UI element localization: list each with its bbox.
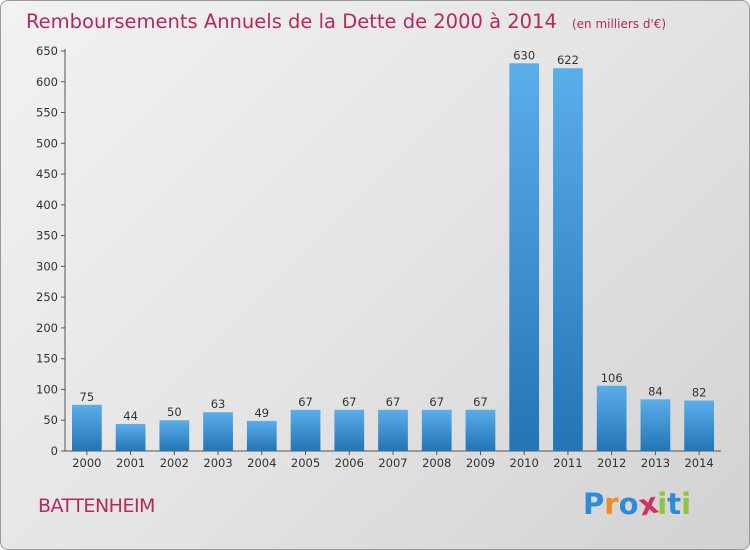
- bar: [640, 399, 671, 451]
- bar: [596, 385, 627, 451]
- bar-value-label: 67: [386, 395, 401, 409]
- y-tick-label: 50: [43, 413, 58, 427]
- bar-value-label: 49: [254, 406, 269, 420]
- x-tick-label: 2004: [247, 456, 276, 470]
- bar: [334, 409, 365, 451]
- bar-value-label: 67: [298, 395, 313, 409]
- x-tick-label: 2011: [553, 456, 582, 470]
- bar: [553, 68, 583, 451]
- bar-value-label: 630: [513, 48, 535, 62]
- x-tick-label: 2005: [291, 456, 320, 470]
- bar-value-label: 75: [80, 390, 95, 404]
- x-tick-label: 2002: [160, 456, 189, 470]
- y-tick-label: 200: [36, 321, 58, 335]
- x-tick-label: 2003: [203, 456, 232, 470]
- x-tick-label: 2007: [378, 456, 407, 470]
- y-tick-label: 400: [36, 198, 58, 212]
- bar: [290, 409, 321, 451]
- x-tick-label: 2014: [684, 456, 713, 470]
- bar-value-label: 67: [429, 395, 444, 409]
- bar-value-label: 67: [342, 395, 357, 409]
- bar-value-label: 63: [211, 397, 226, 411]
- bar-value-label: 622: [557, 53, 579, 67]
- bar-value-label: 106: [601, 371, 623, 385]
- logo-letter: i: [657, 487, 668, 521]
- x-tick-label: 2000: [72, 456, 101, 470]
- logo-letter: P: [583, 487, 605, 521]
- bar-value-label: 82: [692, 386, 707, 400]
- bars: 75 44 50 63 49 67 67 67 67 67 630 622 106 84 82: [71, 48, 715, 452]
- logo-letter: i: [681, 487, 692, 521]
- y-tick-label: 600: [36, 75, 58, 89]
- bar: [115, 423, 146, 451]
- bar-value-label: 50: [167, 405, 182, 419]
- bar-value-label: 44: [123, 409, 138, 423]
- y-tick-label: 350: [36, 229, 58, 243]
- proxiti-logo: Proxiti: [583, 485, 692, 522]
- town-name: BATTENHEIM: [38, 495, 155, 517]
- y-tick-label: 0: [51, 444, 58, 458]
- bar: [203, 412, 233, 451]
- axes: 0501001502002503003504004505005506006502…: [36, 44, 721, 470]
- y-tick-label: 450: [36, 167, 58, 181]
- y-tick-label: 250: [36, 290, 58, 304]
- x-tick-label: 2010: [510, 456, 539, 470]
- bar: [684, 400, 715, 451]
- logo-letter: r: [604, 487, 619, 521]
- logo-letter: t: [667, 487, 682, 521]
- bar: [509, 63, 540, 452]
- x-tick-label: 2006: [335, 456, 364, 470]
- x-tick-label: 2001: [116, 456, 145, 470]
- y-tick-label: 650: [36, 44, 58, 58]
- bar: [246, 420, 277, 451]
- logo-letter: o: [618, 487, 639, 521]
- bar: [378, 409, 408, 451]
- x-tick-label: 2008: [422, 456, 451, 470]
- x-tick-label: 2012: [597, 456, 626, 470]
- y-tick-label: 300: [36, 259, 58, 273]
- bar: [421, 409, 452, 451]
- y-tick-label: 150: [36, 352, 58, 366]
- y-tick-label: 500: [36, 136, 58, 150]
- bar: [159, 420, 190, 451]
- bar: [465, 409, 496, 451]
- bar: [71, 404, 102, 451]
- y-tick-label: 550: [36, 106, 58, 120]
- x-tick-label: 2013: [641, 456, 670, 470]
- y-tick-label: 100: [36, 382, 58, 396]
- x-tick-label: 2009: [466, 456, 495, 470]
- chart-title: Remboursements Annuels de la Dette de 20…: [26, 10, 666, 33]
- bar-value-label: 67: [473, 395, 488, 409]
- bar-value-label: 84: [648, 384, 663, 398]
